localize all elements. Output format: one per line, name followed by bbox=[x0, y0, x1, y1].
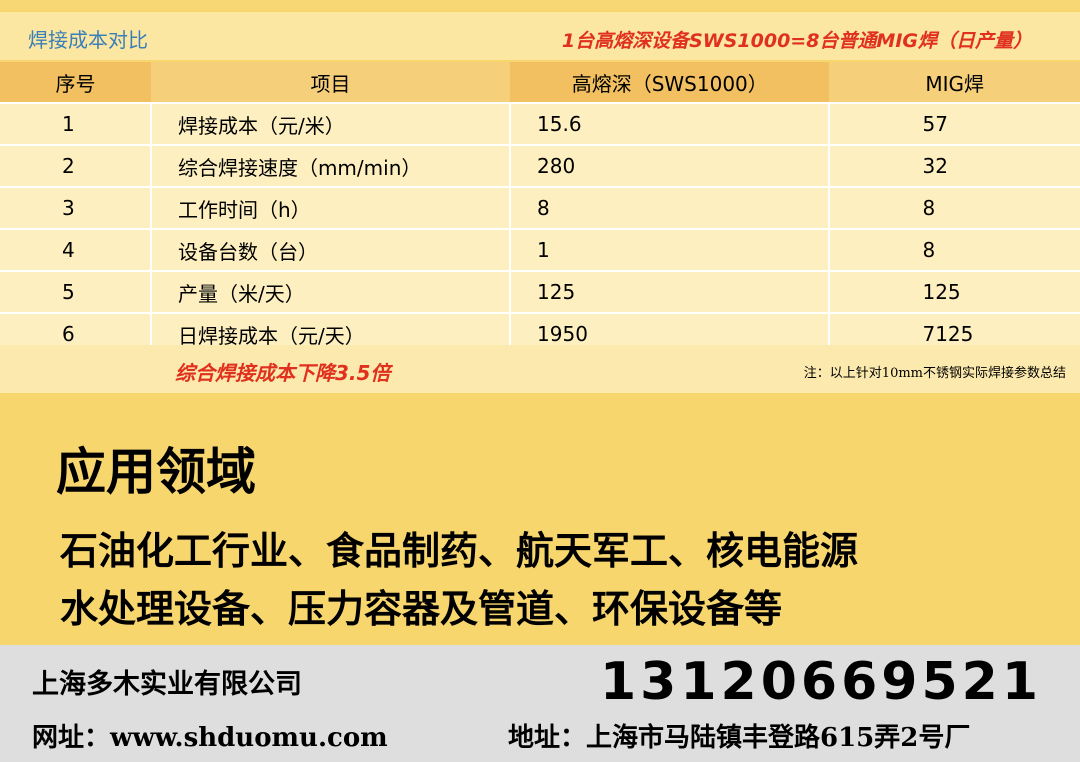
table-cell: 125 bbox=[828, 270, 1080, 313]
table-cell: 3 bbox=[0, 186, 151, 229]
contact-area bbox=[0, 645, 1080, 762]
applications-title: 应用领域 bbox=[56, 443, 256, 501]
table-cell: 1 bbox=[0, 102, 151, 145]
table-cell: 5 bbox=[0, 270, 151, 313]
top-bar bbox=[0, 0, 1080, 10]
table-cell: 8 bbox=[828, 228, 1080, 271]
table-cell: 设备台数（台） bbox=[149, 228, 511, 271]
table-cell: 125 bbox=[509, 270, 830, 313]
footnote: 注：以上针对10mm不锈钢实际焊接参数总结 bbox=[803, 366, 1066, 381]
table-row: 3 工作时间（h） 8 8 bbox=[0, 186, 1080, 229]
table-cell: 产量（米/天） bbox=[149, 270, 511, 313]
applications-line: 石油化工行业、食品制药、航天军工、核电能源 bbox=[60, 529, 859, 573]
table-cell: 4 bbox=[0, 228, 151, 271]
table-cell: 15.6 bbox=[509, 102, 830, 145]
summary: 综合焊接成本下降3.5倍 bbox=[175, 361, 391, 385]
table-cell: 2 bbox=[0, 144, 151, 187]
column-header: 项目 bbox=[150, 62, 511, 103]
table-cell: 1 bbox=[509, 228, 830, 271]
column-header: 高熔深（SWS1000） bbox=[510, 62, 830, 103]
column-header: MIG焊 bbox=[829, 62, 1080, 103]
table-cell: 工作时间（h） bbox=[149, 186, 511, 229]
table-cell: 焊接成本（元/米） bbox=[149, 102, 511, 145]
title: 焊接成本对比 bbox=[28, 28, 148, 52]
footer-strip bbox=[0, 345, 1080, 393]
applications-line: 水处理设备、压力容器及管道、环保设备等 bbox=[60, 587, 783, 631]
table-cell: 32 bbox=[828, 144, 1080, 187]
cost-table: 序号 项目 高熔深（SWS1000） MIG焊 1 焊接成本（元/米） 15.6 57 2 综合焊… bbox=[0, 62, 1080, 354]
table-cell: 57 bbox=[828, 102, 1080, 145]
header-note: 1台高熔深设备SWS1000=8台普通MIG焊（日产量） bbox=[561, 30, 1032, 52]
phone: 13120669521 bbox=[600, 652, 1042, 712]
table-cell: 8 bbox=[509, 186, 830, 229]
header-row: 序号 项目 高熔深（SWS1000） MIG焊 bbox=[0, 62, 1080, 103]
table-row: 2 综合焊接速度（mm/min） 280 32 bbox=[0, 144, 1080, 187]
table-cell: 280 bbox=[509, 144, 830, 187]
company: 上海多木实业有限公司 bbox=[32, 669, 302, 700]
table-cell: 6 bbox=[0, 312, 151, 354]
table-cell: 8 bbox=[828, 186, 1080, 229]
column-header: 序号 bbox=[0, 62, 151, 103]
table-row: 5 产量（米/天） 125 125 bbox=[0, 270, 1080, 313]
address: 地址：上海市马陆镇丰登路615弄2号厂 bbox=[508, 723, 971, 753]
table-cell: 综合焊接速度（mm/min） bbox=[149, 144, 511, 187]
table-row: 1 焊接成本（元/米） 15.6 57 bbox=[0, 102, 1080, 145]
header-strip bbox=[0, 12, 1080, 60]
table-row: 4 设备台数（台） 1 8 bbox=[0, 228, 1080, 271]
website: 网址：www.shduomu.com bbox=[32, 723, 388, 753]
